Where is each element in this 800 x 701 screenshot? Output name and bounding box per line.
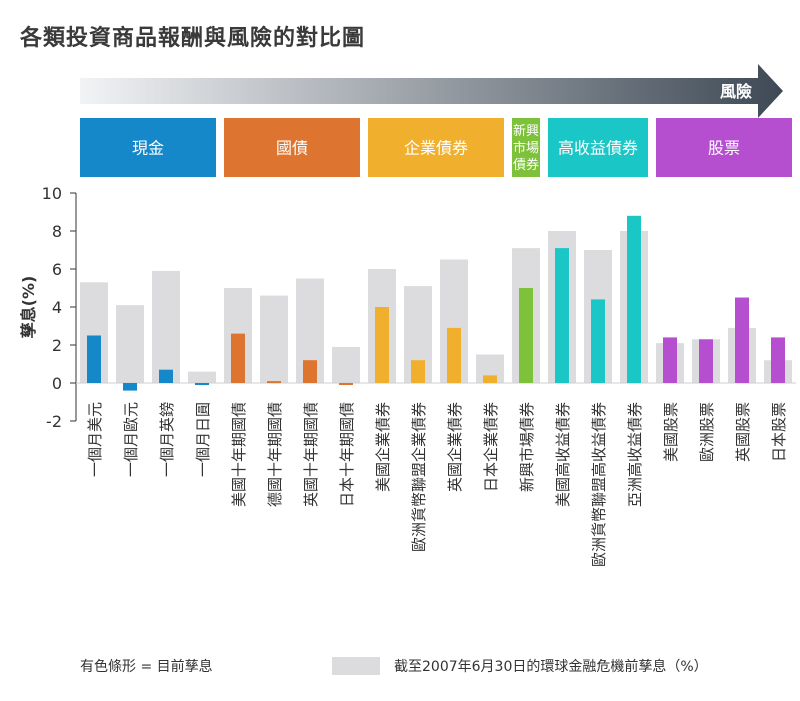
current-yield-bar	[519, 288, 533, 383]
x-category-label: 歐洲股票	[698, 402, 716, 462]
current-yield-bar	[447, 327, 461, 383]
x-axis-labels: 一個月美元 一個月歐元 一個月英鎊 一個月日圓 美國十年期國債 德國十年期國債 英國十年期國…	[86, 402, 788, 567]
x-category-label: 美國高收益債券	[554, 402, 572, 507]
current-yield-bar	[735, 297, 749, 383]
current-yield-bar	[87, 335, 101, 383]
x-category-label: 日本企業債券	[482, 402, 500, 492]
x-category-label: 英國企業債券	[446, 402, 464, 492]
group-header-label: 企業債券	[404, 139, 468, 158]
current-yield-bar	[591, 299, 605, 383]
group-header-box	[224, 118, 360, 177]
group-header-box	[368, 118, 504, 177]
pre-crisis-bar	[260, 295, 288, 383]
legend-pre-crisis-label: 截至2007年6月30日的環球金融危機前孳息（%）	[394, 659, 708, 675]
current-yield-bar	[159, 369, 173, 383]
x-category-label: 一個月歐元	[122, 402, 140, 477]
x-category-label: 英國股票	[734, 402, 752, 462]
risk-arrow: 風險	[80, 64, 783, 118]
x-category-label: 英國十年期國債	[302, 402, 320, 507]
current-yield-bar	[771, 337, 785, 383]
group-header-label: 高收益債券	[558, 139, 638, 158]
y-tick-label: 10	[42, 184, 62, 203]
current-yield-bar	[123, 383, 137, 391]
y-tick-label: 8	[52, 222, 62, 241]
current-yield-bar	[411, 360, 425, 383]
group-header-label: 國債	[276, 139, 308, 158]
group-header-label: 股票	[708, 139, 740, 158]
y-tick-label: -2	[46, 412, 62, 431]
group-header-box	[512, 118, 540, 177]
x-category-label: 日本股票	[770, 402, 788, 462]
y-tick-label: 4	[52, 298, 62, 317]
pre-crisis-bar	[188, 371, 216, 383]
x-category-label: 歐洲貨幣聯盟企業債券	[410, 402, 428, 552]
current-yield-bar	[555, 248, 569, 383]
legend-pre-crisis: 截至2007年6月30日的環球金融危機前孳息（%）	[332, 656, 708, 676]
x-category-label: 美國股票	[662, 402, 680, 462]
x-category-label: 日本十年期國債	[338, 402, 356, 507]
x-category-label: 一個月日圓	[194, 402, 212, 477]
group-header-label-line: 市場	[513, 140, 539, 156]
legend-swatch	[332, 657, 380, 675]
current-yield-bar	[627, 215, 641, 383]
group-header-label-line: 債券	[513, 157, 539, 173]
x-category-label: 亞洲高收益債券	[626, 402, 644, 507]
x-category-label: 歐洲貨幣聯盟高收益債券	[590, 402, 608, 567]
current-yield-bar	[231, 333, 245, 383]
pre-crisis-bar	[152, 270, 180, 383]
x-category-label: 一個月英鎊	[158, 402, 176, 477]
y-tick-label: 2	[52, 336, 62, 355]
x-category-label: 德國十年期國債	[266, 402, 284, 507]
x-category-label: 美國企業債券	[374, 402, 392, 492]
group-header-label: 現金	[132, 139, 164, 158]
current-yield-bar	[699, 339, 713, 383]
x-category-label: 美國十年期國債	[230, 402, 248, 507]
group-header-label-line: 新興	[513, 123, 539, 139]
current-yield-bar	[375, 307, 389, 383]
group-header-box	[548, 118, 648, 177]
y-axis: -2 0 2 4 6 8 10 孳息(%)	[19, 184, 77, 431]
current-yield-bar	[303, 360, 317, 383]
y-tick-label: 0	[52, 374, 62, 393]
current-yield-bar	[195, 383, 209, 385]
y-axis-label: 孳息(%)	[19, 276, 38, 339]
legend-current: 有色條形 = 目前孳息	[80, 659, 213, 675]
group-headers: 現金 國債 企業債券 新興市場債券 高收益債券 股票	[80, 118, 792, 177]
x-category-label: 新興市場債券	[518, 402, 536, 492]
pre-crisis-bar	[332, 346, 360, 383]
risk-label: 風險	[720, 82, 752, 101]
bars	[76, 215, 796, 391]
group-header-box	[80, 118, 216, 177]
chart-title: 各類投資商品報酬與風險的對比圖	[20, 26, 366, 51]
pre-crisis-bar	[116, 305, 144, 383]
y-tick-label: 6	[52, 260, 62, 279]
current-yield-bar	[663, 337, 677, 383]
group-header-box	[656, 118, 792, 177]
current-yield-bar	[483, 375, 497, 383]
current-yield-bar	[267, 381, 281, 384]
x-category-label: 一個月美元	[86, 402, 104, 477]
current-yield-bar	[339, 383, 353, 385]
